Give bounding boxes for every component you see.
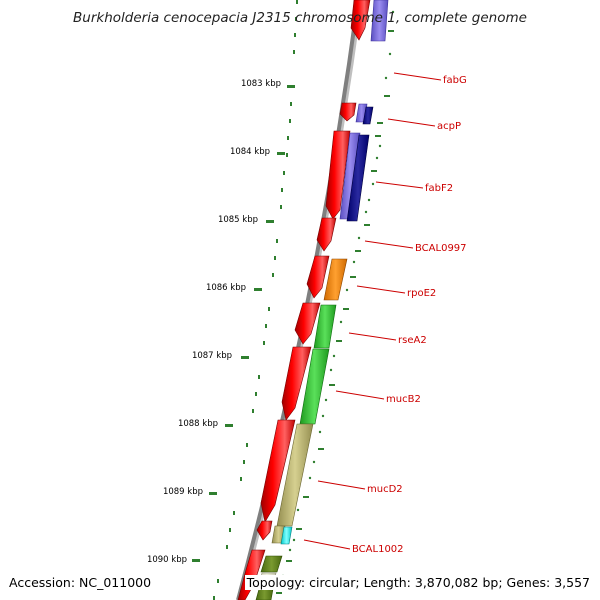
topology-text: Topology: circular; Length: 3,870,082 bp… xyxy=(244,575,592,590)
accession-text: Accession: NC_011000 xyxy=(7,575,154,590)
rseA2-feature xyxy=(313,304,337,349)
ruler-track xyxy=(213,0,298,600)
fabF2-feature-b xyxy=(346,134,370,222)
ruler-major-ticks xyxy=(192,85,295,562)
gene-label-rpoE2[interactable]: rpoE2 xyxy=(407,288,436,299)
mucB2-feature xyxy=(299,348,330,425)
cds-arrow xyxy=(306,255,330,299)
ruler-label: 1083 kbp xyxy=(241,79,281,89)
ruler-label: 1089 kbp xyxy=(163,487,203,497)
gene-label-BCAL1002[interactable]: BCAL1002 xyxy=(352,544,404,555)
cds-arrow xyxy=(339,102,357,122)
acpP-feature-b xyxy=(362,106,374,125)
olive-feature xyxy=(260,555,283,573)
backbone-shadow xyxy=(237,0,363,600)
cds-arrow xyxy=(325,130,351,220)
ruler-label: 1090 kbp xyxy=(147,555,187,565)
fabG-feature xyxy=(370,0,389,42)
cds-arrow xyxy=(281,346,312,421)
gene-label-mucB2[interactable]: mucB2 xyxy=(386,394,421,405)
cds-arrow xyxy=(256,520,273,541)
ruler-label: 1086 kbp xyxy=(206,283,246,293)
gene-label-rseA2[interactable]: rseA2 xyxy=(398,335,427,346)
ruler-label: 1088 kbp xyxy=(178,419,218,429)
olive-feature xyxy=(255,588,274,600)
gene-label-mucD2[interactable]: mucD2 xyxy=(367,484,403,495)
gene-label-fabG[interactable]: fabG xyxy=(443,75,467,86)
label-leaders xyxy=(303,72,442,550)
forward-cds-track xyxy=(237,0,371,600)
BCAL1002-feature-b xyxy=(280,526,293,545)
rpoE2-feature xyxy=(323,258,348,301)
gene-label-acpP[interactable]: acpP xyxy=(437,121,461,132)
backbone xyxy=(236,0,360,600)
cds-arrow xyxy=(350,0,371,41)
mucD2-feature xyxy=(276,423,314,527)
gene-label-BCAL0997[interactable]: BCAL0997 xyxy=(415,243,467,254)
cds-arrow xyxy=(316,217,337,252)
ruler-label: 1087 kbp xyxy=(192,351,232,361)
cds-arrow xyxy=(294,302,321,345)
map-title: Burkholderia cenocepacia J2315 chromosom… xyxy=(73,10,527,26)
gene-label-fabF2[interactable]: fabF2 xyxy=(425,183,453,194)
ruler-label: 1084 kbp xyxy=(230,147,270,157)
gene-feature-track xyxy=(255,0,389,600)
cds-arrow xyxy=(260,419,296,523)
gene-tick-ladder xyxy=(276,10,395,594)
ruler-label: 1085 kbp xyxy=(218,215,258,225)
